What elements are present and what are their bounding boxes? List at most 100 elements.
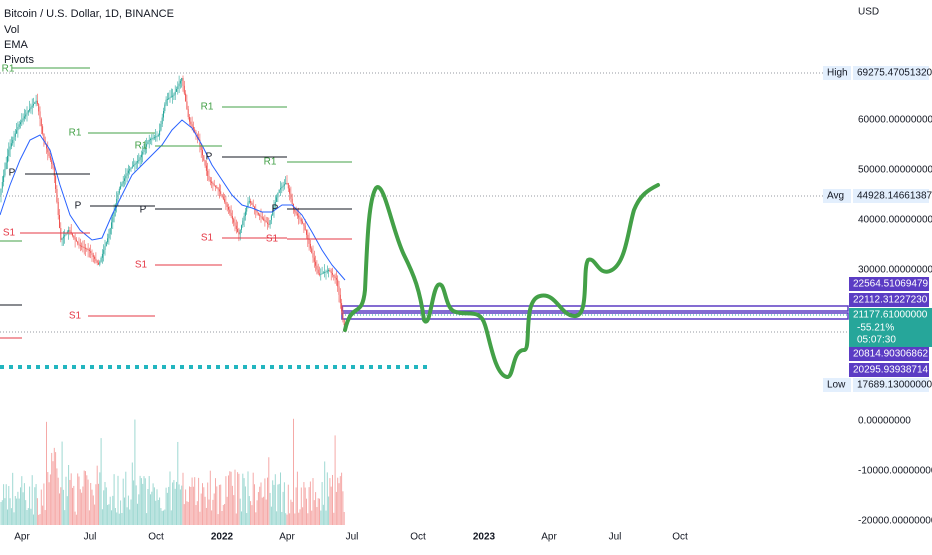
candle-body xyxy=(338,286,340,295)
volume-bar xyxy=(281,511,283,525)
pivot-label: S1 xyxy=(201,233,214,244)
volume-bar xyxy=(328,496,330,525)
volume-bar xyxy=(220,484,222,525)
volume-bar xyxy=(326,472,328,525)
pivot-label: R1 xyxy=(264,157,277,168)
indicator: Pivots xyxy=(4,54,34,66)
candle-body xyxy=(78,243,80,246)
volume-bar xyxy=(274,474,276,525)
candle-body xyxy=(134,163,136,166)
price-tick: 40000.00000000 xyxy=(858,215,932,226)
volume-bar xyxy=(211,510,213,525)
candle-body xyxy=(282,185,284,187)
volume-bar xyxy=(151,491,153,525)
candle-body xyxy=(124,178,125,181)
pivots: R1 R1 R1 R1 R1 P P P P P S1 S1 S1 S1 S1 xyxy=(0,64,352,339)
last-change: -55.21% xyxy=(857,323,894,334)
candle-body xyxy=(147,141,149,145)
volume-bar xyxy=(146,513,148,525)
price-tick: -10000.00000000 xyxy=(858,466,932,477)
volume-bar xyxy=(165,487,167,525)
candle-body xyxy=(281,186,283,189)
volume-bar xyxy=(290,499,292,525)
candle-body xyxy=(90,251,92,253)
volume-bar xyxy=(272,480,274,525)
candle-body xyxy=(222,196,224,200)
candle-body xyxy=(151,138,153,140)
candle-body xyxy=(325,271,327,273)
candle-body xyxy=(99,261,101,265)
time-tick: Apr xyxy=(541,532,557,543)
candle-body xyxy=(156,135,158,137)
volume-bar xyxy=(293,418,294,525)
volume-bar xyxy=(247,471,249,525)
volume-bar xyxy=(100,438,102,525)
volume-bar xyxy=(12,472,14,525)
volume-bar xyxy=(313,500,315,525)
candle-body xyxy=(263,218,265,220)
volume-bar xyxy=(338,483,340,525)
last-price: 21177.61000000 xyxy=(853,310,928,321)
candle-body xyxy=(181,78,183,81)
volume-bar xyxy=(126,507,128,525)
candle-body xyxy=(241,225,242,230)
candle-body xyxy=(160,124,162,131)
currency: USD xyxy=(858,7,879,18)
volume-bar xyxy=(31,475,33,525)
time-tick: Jul xyxy=(84,532,97,543)
volume-bar xyxy=(341,472,343,525)
volume-bar xyxy=(246,512,248,525)
candle-body xyxy=(179,80,181,84)
volume-bar xyxy=(233,495,235,525)
candle-body xyxy=(39,111,41,119)
volume-bar xyxy=(153,487,155,525)
candle-body xyxy=(304,225,306,231)
candle-body xyxy=(251,202,253,205)
indicator: EMA xyxy=(4,39,29,51)
volume-bar xyxy=(0,501,2,525)
volume-bar xyxy=(7,509,8,525)
candle-body xyxy=(225,201,227,205)
volume-bar xyxy=(83,470,85,525)
candle-body xyxy=(146,144,148,147)
candle-body xyxy=(26,112,28,115)
candle-body xyxy=(283,184,285,186)
candle-body xyxy=(137,161,138,163)
volume-bar xyxy=(309,481,311,525)
price-tick: 0.00000000 xyxy=(858,416,911,427)
volume-bar xyxy=(103,490,105,525)
volume-bar xyxy=(200,493,202,525)
volume-bar xyxy=(61,441,63,525)
candle-body xyxy=(186,101,188,110)
volume-bar xyxy=(13,512,15,525)
volume-bar xyxy=(203,487,205,525)
pivot-label: R1 xyxy=(2,64,15,75)
candle-body xyxy=(257,212,259,215)
candle-body xyxy=(125,175,127,179)
candle-body xyxy=(299,217,301,220)
volume-bar xyxy=(208,499,210,525)
volume-bar xyxy=(73,485,75,525)
candle-body xyxy=(5,162,7,169)
volume-bar xyxy=(280,472,281,525)
volume-bar xyxy=(127,495,129,525)
volume-bar xyxy=(276,511,278,525)
candle-body xyxy=(152,137,154,139)
candle-body xyxy=(92,254,94,257)
candle-body xyxy=(83,247,85,249)
volume-bar xyxy=(320,510,322,525)
volume-bar xyxy=(39,514,41,525)
candle-body xyxy=(138,159,140,162)
pivot-label: R1 xyxy=(201,102,214,113)
candle-body xyxy=(161,117,163,124)
candle-body xyxy=(320,273,322,275)
candle-body xyxy=(211,181,213,183)
volume-bar xyxy=(212,499,214,525)
candle-body xyxy=(77,241,79,244)
volume-bar xyxy=(322,504,324,525)
candle-body xyxy=(12,140,14,144)
volume-bar xyxy=(177,441,179,525)
pivot-label: S1 xyxy=(266,234,279,245)
candle-body xyxy=(81,245,83,247)
volume-bar xyxy=(260,482,262,525)
